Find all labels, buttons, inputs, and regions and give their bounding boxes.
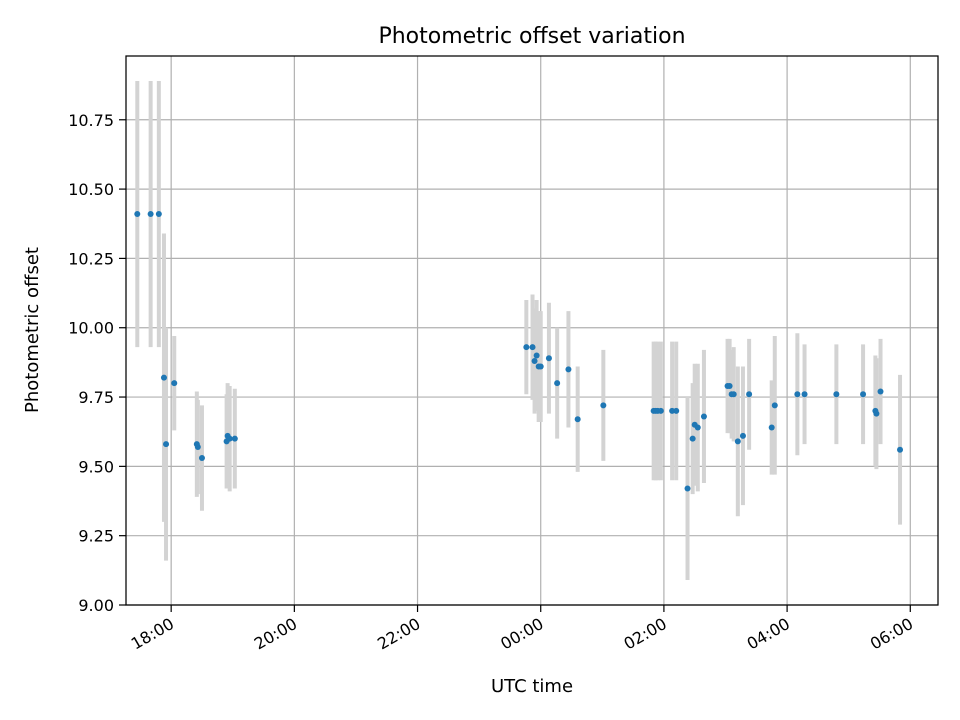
data-point bbox=[897, 446, 904, 453]
data-point bbox=[771, 402, 778, 409]
data-point bbox=[673, 407, 680, 414]
data-point bbox=[155, 211, 162, 218]
data-point bbox=[533, 352, 540, 359]
data-point bbox=[794, 391, 801, 398]
data-point bbox=[684, 485, 691, 492]
data-point bbox=[523, 344, 530, 351]
chart-title: Photometric offset variation bbox=[378, 24, 685, 49]
data-points bbox=[134, 211, 904, 492]
x-tick-label: 02:00 bbox=[620, 614, 669, 654]
data-point bbox=[600, 402, 607, 409]
data-point bbox=[860, 391, 867, 398]
y-tick-label: 10.00 bbox=[68, 319, 114, 338]
x-tick-label: 22:00 bbox=[374, 614, 423, 654]
data-point bbox=[545, 355, 552, 362]
x-tick-label: 18:00 bbox=[128, 614, 177, 654]
data-point bbox=[768, 424, 775, 431]
data-point bbox=[198, 455, 205, 462]
data-point bbox=[833, 391, 840, 398]
data-point bbox=[734, 438, 741, 445]
data-point bbox=[574, 416, 581, 423]
data-point bbox=[565, 366, 572, 373]
data-point bbox=[537, 363, 544, 370]
y-tick-label: 9.50 bbox=[78, 457, 114, 476]
plot-frame bbox=[125, 55, 939, 606]
x-axis: 18:00 20:00 22:00 00:00 02:00 04:00 06:00 bbox=[128, 605, 916, 654]
data-point bbox=[700, 413, 707, 420]
data-point bbox=[746, 391, 753, 398]
y-tick-label: 10.75 bbox=[68, 111, 114, 130]
x-tick-label: 20:00 bbox=[251, 614, 300, 654]
data-point bbox=[160, 374, 167, 381]
data-point bbox=[194, 443, 201, 450]
data-point bbox=[134, 211, 141, 218]
data-point bbox=[739, 432, 746, 439]
y-tick-label: 9.75 bbox=[78, 388, 114, 407]
data-point bbox=[163, 441, 170, 448]
x-axis-label: UTC time bbox=[491, 676, 573, 697]
data-point bbox=[226, 435, 233, 442]
data-point bbox=[669, 407, 676, 414]
data-point bbox=[730, 391, 737, 398]
data-point bbox=[231, 435, 238, 442]
data-point bbox=[873, 410, 880, 417]
x-tick-label: 04:00 bbox=[744, 614, 793, 654]
data-point bbox=[726, 382, 733, 389]
error-bars bbox=[135, 80, 903, 581]
data-point bbox=[694, 424, 701, 431]
data-point bbox=[689, 435, 696, 442]
y-axis-label: Photometric offset bbox=[22, 247, 43, 413]
x-tick-label: 00:00 bbox=[497, 614, 546, 654]
data-point bbox=[801, 391, 808, 398]
data-point bbox=[554, 380, 561, 387]
x-tick-label: 06:00 bbox=[867, 614, 916, 654]
y-tick-label: 9.00 bbox=[78, 596, 114, 615]
data-point bbox=[531, 358, 538, 364]
data-point bbox=[877, 388, 884, 395]
data-point bbox=[171, 380, 178, 387]
y-tick-label: 10.25 bbox=[68, 249, 114, 268]
y-tick-label: 10.50 bbox=[68, 180, 114, 199]
data-point bbox=[147, 211, 154, 218]
data-point bbox=[529, 344, 536, 351]
y-tick-label: 9.25 bbox=[78, 527, 114, 546]
y-axis: 9.00 9.25 9.50 9.75 10.00 10.25 10.50 10.75 bbox=[68, 111, 126, 615]
data-point bbox=[657, 407, 664, 414]
